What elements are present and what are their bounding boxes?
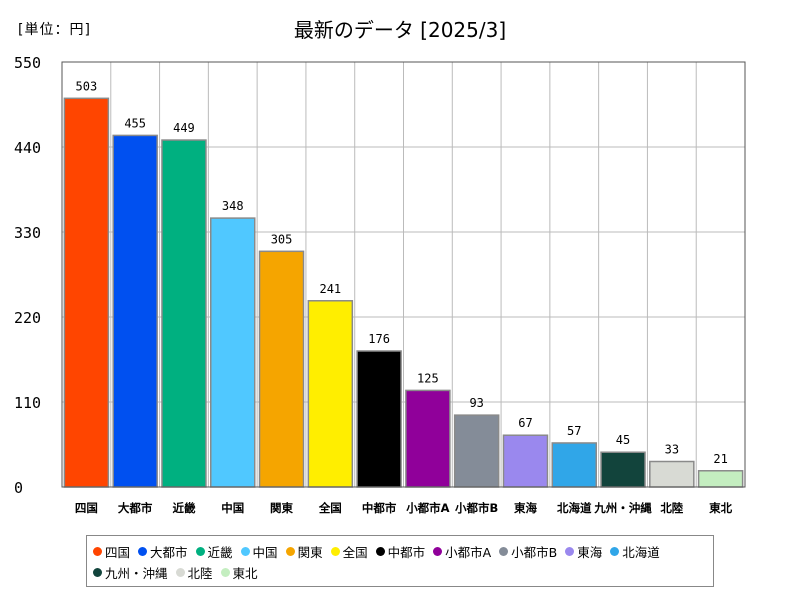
- x-tick-label: 九州・沖縄: [593, 501, 652, 515]
- legend-marker-icon: [285, 547, 295, 556]
- legend-item: 小都市B: [499, 541, 557, 562]
- legend-marker-icon: [499, 547, 509, 556]
- legend-item: 関東: [285, 541, 323, 562]
- y-tick-label: 330: [14, 224, 41, 242]
- x-tick-label: 北海道: [557, 501, 592, 515]
- bar: [502, 434, 549, 488]
- legend-label: 中都市: [387, 545, 426, 560]
- bar: [258, 250, 305, 488]
- legend-item: 北陸: [175, 562, 213, 583]
- y-axis-ticks: 0 110 220 330 440 550: [14, 54, 41, 497]
- legend-marker-icon: [433, 547, 443, 556]
- y-tick-label: 110: [14, 394, 41, 412]
- legend-marker-icon: [565, 547, 575, 556]
- y-tick-label: 0: [14, 479, 23, 497]
- bar: [600, 451, 646, 488]
- legend-label: 北陸: [187, 566, 213, 581]
- bar-value-label: 241: [319, 282, 341, 296]
- legend-label: 九州・沖縄: [105, 566, 168, 581]
- bar-value-label: 176: [368, 332, 390, 346]
- bar-value-label: 45: [616, 433, 630, 447]
- bar-value-label: 21: [713, 452, 727, 466]
- x-tick-label: 関東: [270, 501, 293, 515]
- x-tick-label: 小都市A: [405, 501, 449, 515]
- bar-value-label: 449: [173, 121, 195, 135]
- bar: [551, 442, 597, 488]
- legend-marker-icon: [93, 568, 102, 577]
- legend-label: 北海道: [622, 545, 660, 560]
- bar-value-label: 33: [665, 443, 679, 457]
- bar-value-label: 93: [469, 396, 483, 410]
- x-tick-label: 小都市B: [454, 501, 498, 515]
- legend-label: 大都市: [150, 545, 188, 560]
- legend-marker-icon: [220, 568, 230, 577]
- legend-item: 中国: [240, 541, 278, 562]
- legend-marker-icon: [240, 547, 250, 556]
- legend-item: 九州・沖縄: [93, 562, 168, 583]
- x-tick-label: 全国: [318, 501, 342, 515]
- y-tick-label: 220: [14, 309, 41, 327]
- chart-title: 最新のデータ [2025/3]: [293, 18, 507, 42]
- bar: [112, 134, 158, 488]
- bar: [356, 350, 402, 488]
- legend-item: 大都市: [138, 541, 188, 562]
- legend-marker-icon: [610, 547, 620, 556]
- bar-value-label: 455: [124, 116, 146, 130]
- legend-label: 東海: [577, 545, 603, 560]
- legend-item: 北海道: [610, 541, 660, 562]
- bar: [307, 300, 354, 488]
- value-labels: 503 455 449 348 305 241 176 125 93 67 57 45 33 21: [76, 79, 728, 465]
- bar: [161, 139, 207, 488]
- legend-marker-icon: [93, 547, 102, 556]
- bar-value-label: 305: [271, 232, 293, 246]
- plot-frame: [61, 61, 746, 488]
- x-tick-label: 大都市: [118, 501, 153, 515]
- legend-item: 東海: [565, 541, 602, 562]
- bar-value-label: 67: [518, 416, 532, 430]
- y-tick-label: 550: [14, 54, 41, 72]
- unit-label: [単位：円]: [18, 22, 91, 38]
- legend-label: 近畿: [207, 545, 233, 560]
- legend-item: 近畿: [195, 541, 233, 562]
- legend-marker-icon: [330, 547, 340, 556]
- legend-item: 四国: [93, 541, 130, 562]
- legend-item: 小都市A: [433, 541, 491, 562]
- bar-value-label: 57: [567, 424, 581, 438]
- x-tick-label: 東海: [514, 501, 537, 515]
- legend-label: 小都市B: [511, 545, 558, 560]
- bar: [210, 217, 256, 488]
- bar-value-label: 125: [417, 371, 439, 385]
- bar-value-label: 348: [222, 199, 244, 213]
- x-tick-label: 北陸: [660, 501, 683, 515]
- bar: [63, 97, 110, 488]
- legend-label: 東北: [232, 566, 258, 581]
- x-axis-ticks: 四国 大都市 近畿 中国 関東 全国 中都市 小都市A 小都市B 東海 北海道 九州・沖縄 北陸 東北: [75, 501, 733, 515]
- bar: [697, 470, 744, 488]
- x-tick-label: 東北: [709, 501, 732, 515]
- legend-item: 東北: [220, 562, 258, 583]
- y-tick-label: 440: [14, 139, 41, 157]
- bar-value-label: 503: [76, 79, 98, 93]
- legend-marker-icon: [138, 547, 148, 556]
- legend-label: 小都市A: [445, 545, 492, 560]
- legend-item: 全国: [330, 541, 368, 562]
- legend-marker-icon: [195, 547, 205, 556]
- bar: [405, 389, 451, 488]
- legend-label: 関東: [297, 545, 323, 560]
- x-tick-label: 四国: [75, 501, 98, 515]
- legend-label: 四国: [105, 545, 131, 560]
- legend-label: 全国: [342, 545, 368, 560]
- x-tick-label: 近畿: [172, 501, 195, 515]
- legend-item: 中都市: [375, 541, 426, 562]
- x-tick-label: 中国: [221, 501, 244, 515]
- bar: [649, 460, 695, 488]
- legend-label: 中国: [252, 545, 278, 560]
- x-tick-label: 中都市: [362, 501, 397, 515]
- legend-marker-icon: [175, 568, 185, 577]
- bars: [63, 97, 744, 488]
- legend-marker-icon: [375, 547, 385, 556]
- bar: [453, 414, 500, 488]
- legend: 四国 大都市 近畿 中国 関東 全国 中都市 小都市A 小都市B 東海 北海道九州・沖縄 北陸 東北: [86, 535, 714, 587]
